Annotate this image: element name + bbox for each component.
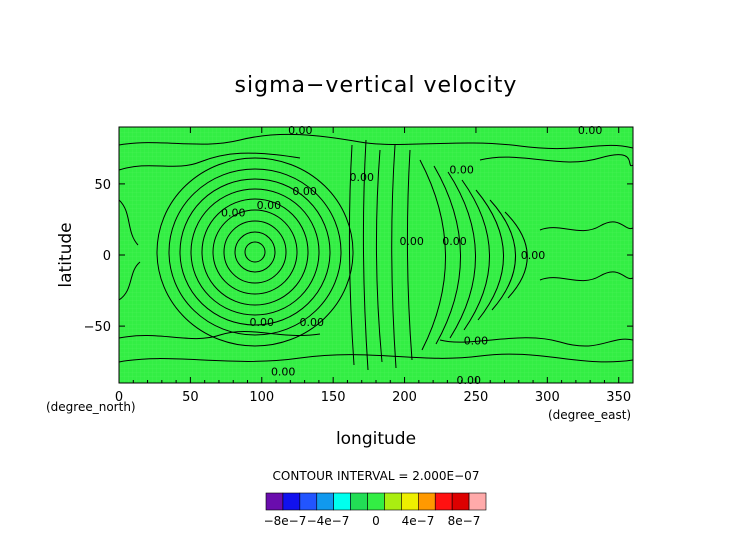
x-axis-label: longitude bbox=[336, 429, 416, 449]
y-tick-label: −50 bbox=[84, 320, 111, 335]
colorbar-tick-label: 0 bbox=[372, 514, 380, 528]
x-tick-label: 100 bbox=[249, 390, 274, 405]
colorbar-tick-label: −4e−7 bbox=[307, 514, 350, 528]
x-axis-ticks: 0 50 100 150 200 250 300 350 bbox=[115, 127, 631, 405]
colorbar bbox=[265, 492, 487, 511]
colorbar-swatch bbox=[384, 492, 402, 511]
x-tick-label: 200 bbox=[392, 390, 417, 405]
colorbar-swatch bbox=[316, 492, 334, 511]
colorbar-swatch bbox=[299, 492, 318, 511]
concentric-contours bbox=[156, 157, 354, 347]
x-tick-label: 50 bbox=[182, 390, 199, 405]
colorbar-tick-label: −8e−7 bbox=[264, 514, 307, 528]
contour-label: 0.00 bbox=[250, 316, 275, 329]
y-tick-label: 0 bbox=[103, 249, 111, 264]
contour-label: 0.00 bbox=[288, 124, 313, 137]
contour-label: 0.00 bbox=[399, 235, 424, 248]
contour-labels: 0.00 0.00 0.00 0.00 0.00 0.00 0.00 0.00 0.00 0.00… bbox=[221, 124, 602, 387]
contour-label: 0.00 bbox=[578, 124, 603, 137]
y-axis-label: latitude bbox=[56, 222, 76, 287]
colorbar-swatch bbox=[282, 492, 301, 511]
y-unit-label: (degree_north) bbox=[46, 400, 136, 414]
x-tick-label: 250 bbox=[464, 390, 489, 405]
colorbar-swatch bbox=[265, 492, 284, 511]
contour-label: 0.00 bbox=[464, 334, 489, 347]
vertical-contours bbox=[348, 139, 413, 371]
contour-label: 0.00 bbox=[442, 235, 467, 248]
contour-label: 0.00 bbox=[257, 199, 282, 212]
x-unit-label: (degree_east) bbox=[548, 408, 631, 422]
wavy-contours bbox=[119, 133, 633, 363]
contour-label: 0.00 bbox=[449, 164, 474, 177]
contour-label: 0.00 bbox=[292, 185, 317, 198]
y-axis-ticks: 50 0 −50 bbox=[84, 178, 633, 335]
colorbar-swatch bbox=[434, 492, 453, 511]
contour-label: 0.00 bbox=[271, 366, 296, 379]
plot-area: 0.00 0.00 0.00 0.00 0.00 0.00 0.00 0.00 0.00 0.00… bbox=[118, 124, 634, 387]
colorbar-labels: −8e−7 −4e−7 0 4e−7 8e−7 bbox=[264, 514, 481, 528]
colorbar-tick-label: 4e−7 bbox=[402, 514, 435, 528]
colorbar-tick-label: 8e−7 bbox=[448, 514, 481, 528]
x-tick-label: 0 bbox=[115, 390, 123, 405]
colorbar-swatch bbox=[350, 492, 368, 511]
contour-interval-text: CONTOUR INTERVAL = 2.000E−07 bbox=[273, 469, 480, 483]
x-tick-label: 300 bbox=[535, 390, 560, 405]
chart-title: sigma−vertical velocity bbox=[235, 73, 518, 98]
colorbar-swatch bbox=[333, 492, 351, 511]
eastern-arcs bbox=[419, 159, 528, 351]
contour-label: 0.00 bbox=[221, 206, 246, 219]
colorbar-swatch bbox=[451, 492, 470, 511]
colorbar-swatch bbox=[367, 492, 385, 511]
colorbar-swatch bbox=[401, 492, 419, 511]
contour-label: 0.00 bbox=[521, 249, 546, 262]
x-tick-label: 350 bbox=[606, 390, 631, 405]
colorbar-swatch bbox=[468, 492, 487, 511]
x-tick-label: 150 bbox=[321, 390, 346, 405]
contour-label: 0.00 bbox=[349, 171, 374, 184]
y-tick-label: 50 bbox=[94, 178, 111, 193]
contour-label: 0.00 bbox=[457, 374, 482, 387]
contour-label: 0.00 bbox=[300, 316, 325, 329]
colorbar-swatch bbox=[418, 492, 436, 511]
